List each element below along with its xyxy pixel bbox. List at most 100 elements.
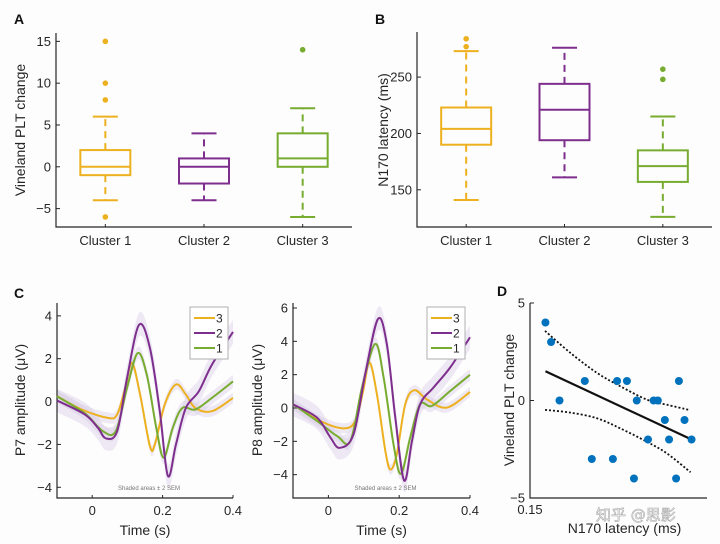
x-tick-label: Cluster 3 (277, 233, 329, 248)
panel-label: C (14, 285, 24, 301)
scatter-point (672, 474, 681, 483)
iqr-box (79, 149, 132, 177)
scatter-point (632, 396, 641, 405)
box-2 (178, 132, 230, 202)
y-tick-label: 2 (281, 367, 288, 382)
y-tick-label: 15 (37, 34, 51, 49)
series-line-1 (56, 351, 234, 459)
series-line-3 (56, 361, 234, 453)
shading-note: Shaded areas ± 2 SEM (118, 486, 180, 492)
legend: 321 (426, 306, 466, 360)
x-tick-label: Cluster 2 (538, 233, 590, 248)
box-3 (636, 66, 689, 218)
x-tick-label: Cluster 1 (79, 233, 131, 248)
panel-c-p7-waveforms: C P7 amplitude (μV) −4 −2 0 2 4 0 0.2 0.4 Time (s)… (12, 285, 242, 538)
box-3 (276, 46, 329, 218)
outlier-point (660, 66, 666, 72)
y-axis-label: N170 latency (ms) (375, 73, 391, 187)
scatter-point (629, 474, 638, 483)
sem-shade-series-1 (57, 346, 233, 465)
y-tick-label: −2 (273, 434, 288, 449)
box-1 (440, 35, 493, 201)
y-tick-label: 0 (518, 393, 525, 408)
y-tick-label: 5 (44, 117, 51, 132)
x-tick-label: 0.2 (390, 503, 408, 518)
legend-label: 3 (453, 312, 460, 326)
x-tick-label: 0 (89, 503, 96, 518)
axes-frame (56, 303, 233, 499)
outlier-point (102, 38, 109, 45)
y-tick-label: 0 (44, 159, 51, 174)
iqr-box (440, 106, 493, 146)
scatter-point (674, 377, 683, 385)
legend-label: 1 (216, 342, 223, 356)
x-tick-label: 0.4 (224, 503, 242, 518)
outlier-point (102, 80, 109, 86)
y-tick-label: 0 (281, 401, 288, 416)
iqr-box (538, 82, 591, 142)
y-tick-label: −5 (510, 491, 525, 506)
x-tick-label: 0.4 (461, 503, 479, 518)
y-tick-label: −5 (36, 201, 51, 216)
outlier-point (102, 214, 109, 220)
outlier-point (299, 46, 306, 53)
panel-a-boxplot: A Vineland PLT change −5 0 5 10 15 Cluster 1 Clu… (12, 11, 352, 248)
sem-shade-series-3 (57, 357, 233, 457)
x-tick-label: Cluster 1 (440, 233, 492, 248)
box-2 (538, 46, 591, 179)
y-tick-label: 4 (45, 308, 52, 323)
y-axis-label: Vineland PLT change (12, 64, 28, 197)
x-tick-label: 0.2 (154, 503, 172, 518)
scatter-point (541, 318, 550, 327)
iqr-box (276, 132, 329, 168)
y-axis-label: P7 amplitude (μV) (12, 344, 28, 456)
outlier-point (463, 43, 469, 50)
legend-label: 1 (453, 342, 460, 356)
panel-label: B (375, 11, 385, 27)
scatter-point (680, 416, 689, 424)
panel-b-boxplot: B N170 latency (ms)150 200 250 Cluster 1 Clus… (375, 11, 712, 248)
scatter-point (547, 338, 556, 346)
shading-note: Shaded areas ± 2 SEM (355, 486, 417, 492)
scatter-point (580, 377, 589, 385)
panel-label: A (14, 11, 24, 27)
y-tick-label: 0 (45, 394, 52, 409)
axes-frame (55, 33, 352, 228)
y-tick-label: 6 (281, 301, 288, 316)
panel-d-scatter: D Vineland PLT change −5 0 5 0.15 N170 latency… (497, 283, 707, 536)
series-line-2 (56, 322, 234, 478)
legend-label: 2 (453, 327, 460, 341)
series-line-1 (292, 342, 471, 475)
y-tick-label: 5 (518, 296, 525, 311)
legend-label: 2 (216, 327, 223, 341)
ci-lower-curve (544, 408, 692, 473)
axes-frame (292, 303, 470, 499)
scatter-point (665, 435, 674, 444)
y-tick-label: 10 (37, 76, 51, 91)
iqr-box (178, 157, 230, 185)
scatter-point (555, 396, 564, 405)
x-axis-label: N170 latency (ms) (568, 520, 682, 536)
y-axis-label: Vineland PLT change (501, 334, 517, 467)
y-tick-label: −4 (37, 480, 52, 495)
x-tick-label: 0.15 (517, 502, 542, 517)
x-tick-label: Cluster 3 (637, 233, 689, 248)
y-tick-label: 200 (390, 126, 412, 141)
sem-shade-series-2 (57, 312, 233, 489)
scatter-point (644, 435, 652, 444)
scatter-point (613, 377, 622, 385)
axes-frame (416, 32, 712, 228)
series-line-3 (292, 361, 471, 471)
outlier-point (463, 35, 469, 42)
box-1 (79, 38, 132, 220)
y-tick-label: −2 (37, 437, 52, 452)
y-tick-label: 2 (45, 351, 52, 366)
outlier-point (102, 97, 109, 103)
ci-upper-curve (544, 330, 690, 411)
series-line-2 (292, 316, 471, 482)
panel-c-p8-waveforms: P8 amplitude (μV) −4 −2 0 2 4 6 0 0.2 0.4 Time (s)… (249, 301, 479, 539)
scatter-point (608, 455, 617, 463)
regression-line (544, 370, 693, 441)
panel-label: D (497, 283, 507, 299)
